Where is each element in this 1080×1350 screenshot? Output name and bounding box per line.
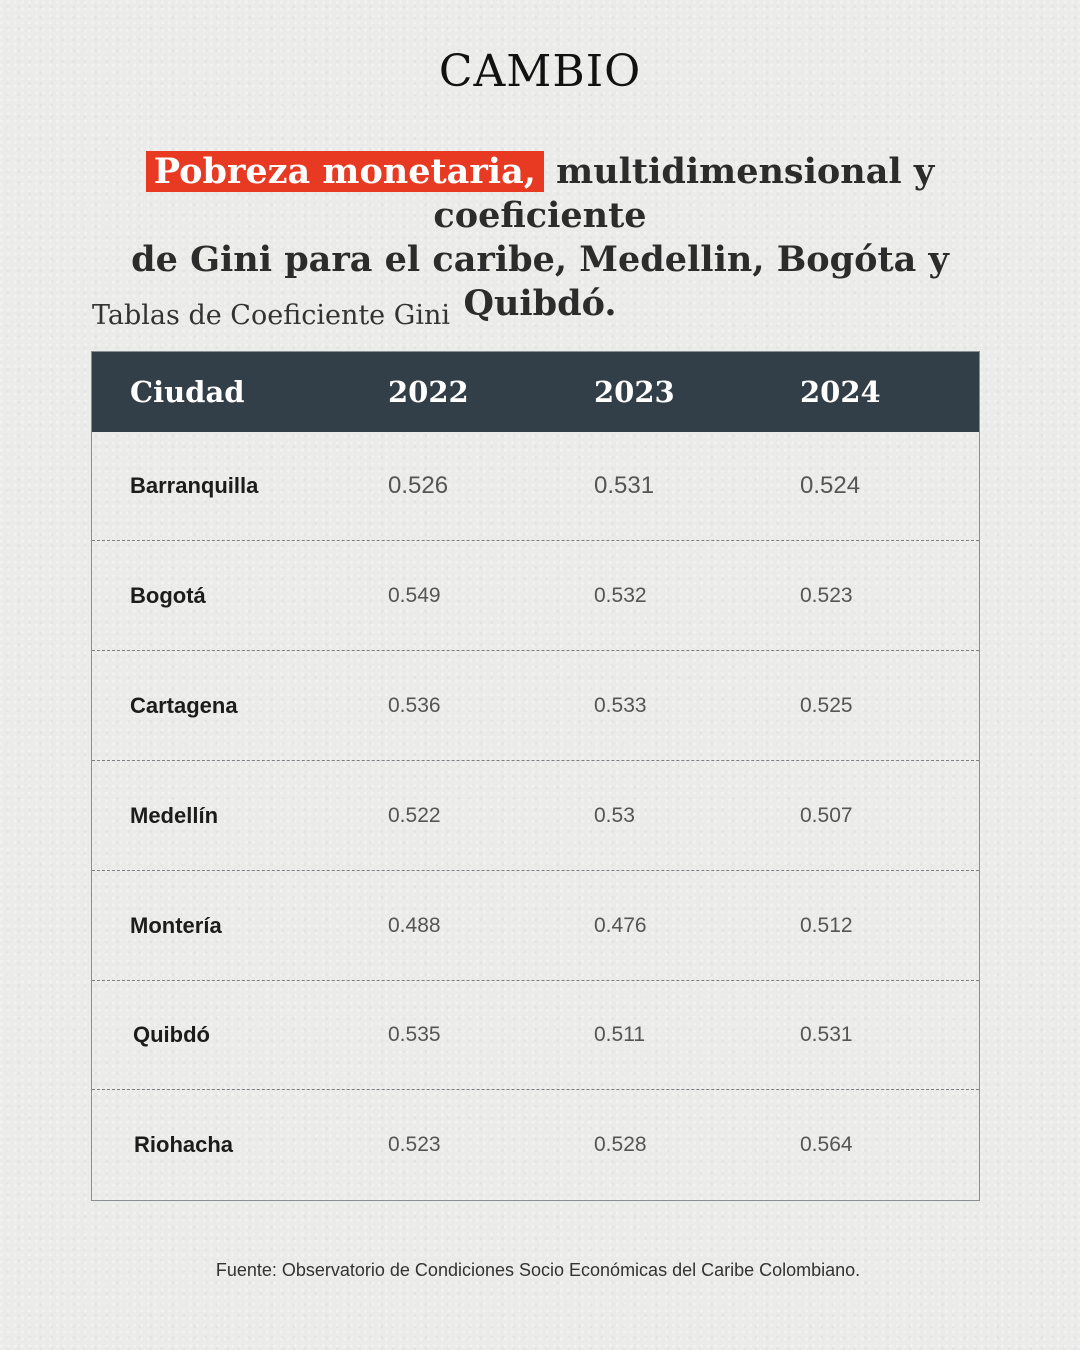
table-row: Quibdó 0.535 0.511 0.531 bbox=[92, 980, 979, 1090]
headline: Pobreza monetaria, multidimensional y co… bbox=[60, 150, 1020, 326]
value-cell-2024: 0.512 bbox=[800, 914, 853, 937]
value-cell-2024: 0.564 bbox=[800, 1133, 853, 1156]
value-cell-2022: 0.549 bbox=[388, 584, 441, 607]
value-cell-2023: 0.53 bbox=[594, 804, 635, 827]
table-row: Cartagena 0.536 0.533 0.525 bbox=[92, 651, 979, 761]
gini-table: Ciudad 2022 2023 2024 Barranquilla 0.526… bbox=[91, 351, 980, 1201]
city-cell: Montería bbox=[130, 913, 222, 938]
table-row: Montería 0.488 0.476 0.512 bbox=[92, 871, 979, 981]
value-cell-2022: 0.523 bbox=[388, 1133, 441, 1156]
value-cell-2023: 0.531 bbox=[594, 472, 655, 499]
table-header: Ciudad 2022 2023 2024 bbox=[92, 352, 979, 432]
table-row: Bogotá 0.549 0.532 0.523 bbox=[92, 541, 979, 651]
value-cell-2023: 0.511 bbox=[594, 1023, 645, 1046]
header-2023: 2023 bbox=[594, 375, 675, 409]
headline-highlight: Pobreza monetaria, bbox=[145, 151, 544, 192]
value-cell-2024: 0.523 bbox=[800, 584, 853, 607]
value-cell-2022: 0.535 bbox=[388, 1023, 441, 1046]
row-divider bbox=[92, 540, 979, 541]
table-row: Riohacha 0.523 0.528 0.564 bbox=[92, 1090, 979, 1200]
value-cell-2022: 0.536 bbox=[388, 694, 441, 717]
value-cell-2023: 0.533 bbox=[594, 694, 647, 717]
city-cell: Medellín bbox=[130, 803, 219, 828]
header-ciudad: Ciudad bbox=[130, 375, 245, 409]
row-divider bbox=[92, 650, 979, 651]
table-row: Barranquilla 0.526 0.531 0.524 bbox=[92, 431, 979, 541]
headline-line1-rest: multidimensional y coeficiente bbox=[433, 151, 935, 236]
value-cell-2024: 0.525 bbox=[800, 694, 853, 717]
row-divider bbox=[92, 760, 979, 761]
value-cell-2022: 0.488 bbox=[388, 914, 441, 937]
table-caption: Tablas de Coeficiente Gini bbox=[92, 300, 450, 331]
row-divider bbox=[92, 1089, 979, 1090]
source-note: Fuente: Observatorio de Condiciones Soci… bbox=[215, 1260, 861, 1280]
city-cell: Riohacha bbox=[134, 1132, 234, 1157]
header-2024: 2024 bbox=[800, 375, 881, 409]
brand-logo: CAMBIO bbox=[438, 46, 642, 97]
row-divider bbox=[92, 980, 979, 981]
city-cell: Cartagena bbox=[130, 693, 238, 718]
city-cell: Bogotá bbox=[130, 583, 206, 608]
value-cell-2023: 0.476 bbox=[594, 914, 647, 937]
table-row: Medellín 0.522 0.53 0.507 bbox=[92, 761, 979, 871]
value-cell-2024: 0.507 bbox=[800, 804, 853, 827]
value-cell-2022: 0.526 bbox=[388, 472, 449, 499]
city-cell: Barranquilla bbox=[130, 473, 259, 498]
city-cell: Quibdó bbox=[133, 1022, 210, 1047]
value-cell-2023: 0.532 bbox=[594, 584, 647, 607]
headline-line2: de Gini para el caribe, Medellin, Bogóta… bbox=[131, 239, 949, 324]
value-cell-2022: 0.522 bbox=[388, 804, 441, 827]
value-cell-2024: 0.524 bbox=[800, 472, 861, 499]
row-divider bbox=[92, 870, 979, 871]
value-cell-2023: 0.528 bbox=[594, 1133, 647, 1156]
value-cell-2024: 0.531 bbox=[800, 1023, 853, 1046]
header-2022: 2022 bbox=[388, 375, 469, 409]
